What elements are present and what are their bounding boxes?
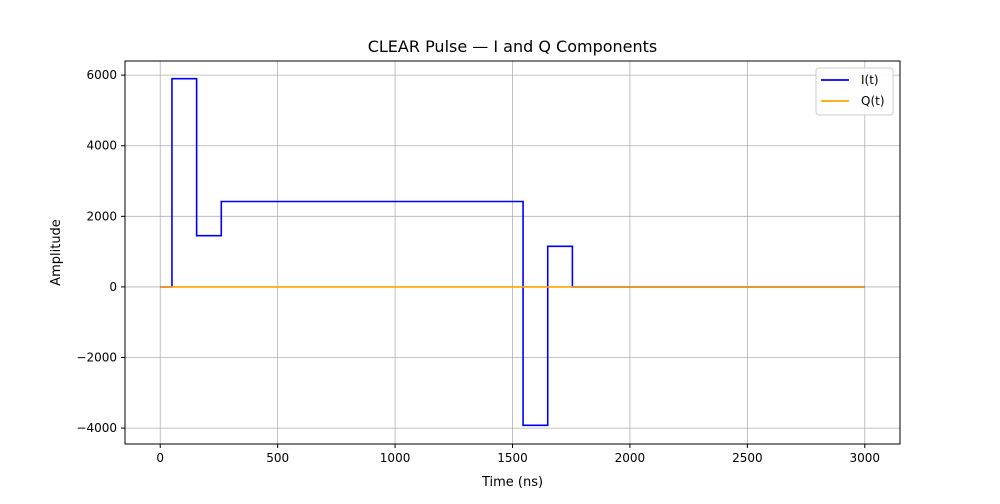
y-tick-label: −4000: [76, 421, 117, 435]
y-axis-label: Amplitude: [49, 219, 64, 286]
chart-title: CLEAR Pulse — I and Q Components: [368, 37, 658, 56]
x-tick-label: 0: [156, 451, 164, 465]
x-tick-label: 500: [266, 451, 289, 465]
y-axis: −4000 −2000 0 2000 4000 6000: [76, 68, 125, 435]
y-tick-label: 2000: [86, 209, 117, 223]
x-axis: 0 500 1000 1500 2000 2500 3000: [156, 444, 880, 465]
y-tick-label: −2000: [76, 351, 117, 365]
x-tick-label: 1000: [380, 451, 411, 465]
legend-label: Q(t): [861, 94, 885, 108]
x-tick-label: 1500: [497, 451, 528, 465]
x-tick-label: 3000: [849, 451, 880, 465]
x-axis-label: Time (ns): [481, 475, 543, 490]
legend: I(t) Q(t): [815, 67, 894, 116]
legend-label: I(t): [861, 73, 879, 87]
y-tick-label: 4000: [86, 139, 117, 153]
series-layer: [160, 77, 865, 427]
series-line-it: [160, 77, 865, 427]
x-tick-label: 2000: [615, 451, 646, 465]
y-tick-label: 0: [109, 280, 117, 294]
y-tick-label: 6000: [86, 68, 117, 82]
x-tick-label: 2500: [732, 451, 763, 465]
